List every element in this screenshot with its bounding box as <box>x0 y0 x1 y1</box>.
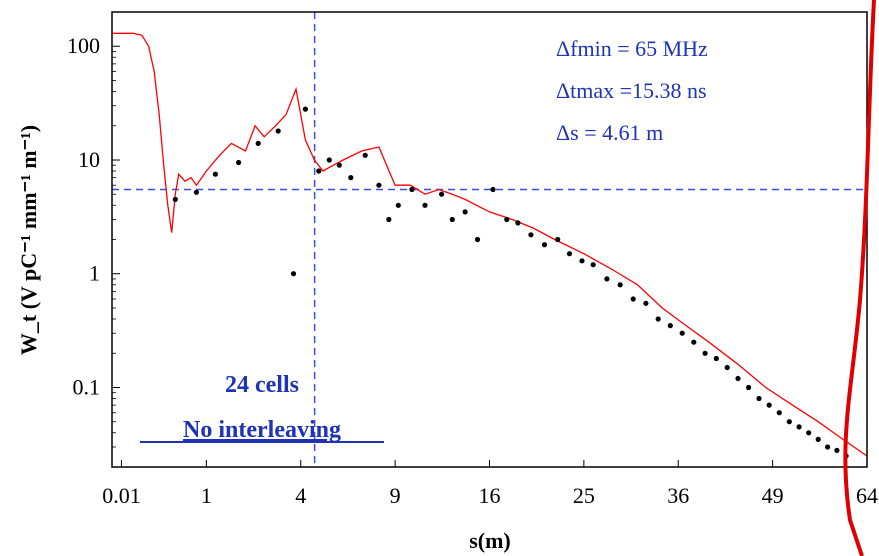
data-point <box>236 159 242 166</box>
x-tick-label: 49 <box>762 483 784 508</box>
data-point <box>290 271 297 277</box>
data-point <box>702 350 708 356</box>
annotation-distance: Δs = 4.61 m <box>556 120 663 145</box>
data-point <box>786 419 792 425</box>
x-axis-title: s(m) <box>469 528 511 553</box>
data-point <box>630 296 636 302</box>
data-point <box>655 316 661 322</box>
x-tick-label: 0.01 <box>102 483 141 508</box>
data-point <box>193 189 199 195</box>
data-point <box>172 196 178 202</box>
data-point <box>504 216 510 223</box>
data-point <box>679 330 685 336</box>
data-point <box>449 216 455 223</box>
annotation-cells: 24 cells <box>225 372 299 398</box>
data-point <box>724 364 730 371</box>
y-tick-label: 0.1 <box>73 374 101 399</box>
annotation-interleaving: No interleaving <box>183 417 341 443</box>
data-point <box>348 175 354 181</box>
data-point <box>541 242 548 248</box>
decorative-red-curve <box>843 0 876 556</box>
data-point <box>604 276 610 282</box>
y-tick-label: 10 <box>78 147 100 172</box>
data-point <box>302 106 308 112</box>
series-line <box>112 32 868 457</box>
data-point <box>515 220 521 226</box>
data-point <box>806 430 812 436</box>
data-point <box>746 384 752 391</box>
x-tick-label: 1 <box>201 483 212 508</box>
annotation-freq: Δfmin = 65 MHz <box>556 36 708 61</box>
data-point <box>735 375 741 382</box>
data-point <box>474 236 481 243</box>
data-point <box>691 339 697 345</box>
data-point <box>566 251 573 257</box>
data-point <box>555 236 561 243</box>
x-tick-label: 9 <box>390 483 401 508</box>
data-point <box>579 258 585 264</box>
data-point <box>212 171 218 177</box>
x-tick-label: 64 <box>856 483 878 508</box>
data-point <box>336 162 342 168</box>
data-point <box>362 152 368 158</box>
data-point <box>834 447 840 453</box>
data-point <box>490 186 496 193</box>
data-point <box>825 444 831 450</box>
data-point <box>409 186 415 193</box>
data-point <box>756 395 762 402</box>
data-point <box>326 157 332 163</box>
data-point <box>617 282 623 288</box>
data-point <box>590 262 596 268</box>
data-point <box>255 140 261 146</box>
data-point <box>643 300 649 306</box>
x-tick-label: 25 <box>573 483 595 508</box>
data-point <box>275 128 281 134</box>
data-point <box>422 202 428 208</box>
data-point <box>667 323 673 329</box>
series-layer <box>112 32 868 459</box>
data-point <box>439 191 445 197</box>
data-point <box>395 202 401 208</box>
y-axis-title: W_t (V pC⁻¹ mm⁻¹ m⁻¹) <box>16 125 41 355</box>
x-tick-label: 4 <box>295 483 306 508</box>
y-tick-label: 1 <box>89 261 100 286</box>
annotation-time: Δtmax =15.38 ns <box>556 78 707 103</box>
data-point <box>386 216 392 223</box>
reference-lines <box>112 12 867 467</box>
data-point <box>528 232 534 238</box>
data-point <box>776 410 782 416</box>
y-tick-label: 100 <box>67 33 100 58</box>
x-tick-label: 36 <box>667 483 689 508</box>
x-tick-label: 16 <box>479 483 501 508</box>
data-point <box>713 355 719 362</box>
data-point <box>766 402 772 408</box>
data-point <box>376 182 382 188</box>
data-point <box>815 436 821 442</box>
data-point <box>462 209 468 215</box>
data-point <box>316 168 322 174</box>
data-point <box>796 424 802 430</box>
